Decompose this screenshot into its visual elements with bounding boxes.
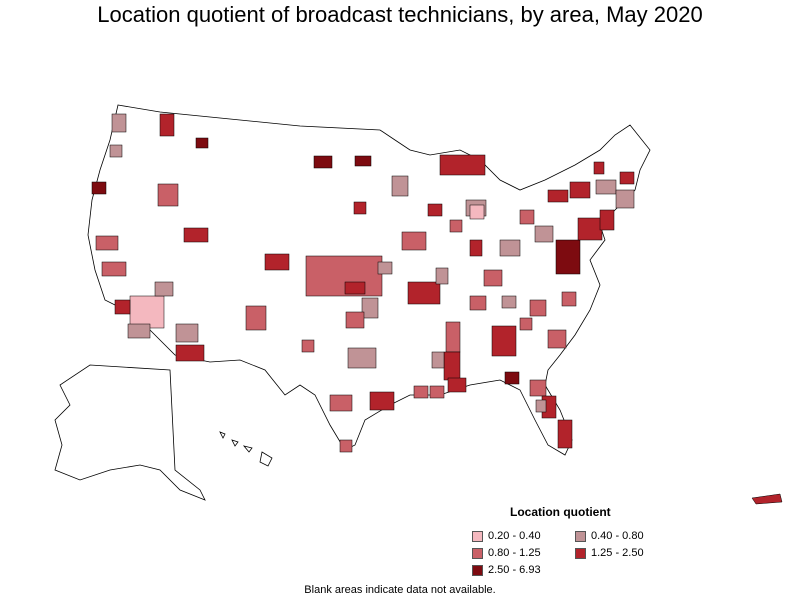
legend-swatch-5 [472, 564, 483, 576]
puerto-rico [751, 493, 783, 505]
legend-item-5: 2.50 - 6.93 [472, 564, 541, 576]
legend-label-1: 0.20 - 0.40 [488, 530, 541, 542]
legend-label-5: 2.50 - 6.93 [488, 564, 541, 576]
legend-swatch-1 [472, 530, 483, 542]
footnote: Blank areas indicate data not available. [304, 584, 496, 596]
legend-title: Location quotient [510, 505, 611, 519]
map-title: Location quotient of broadcast technicia… [97, 2, 703, 27]
legend-item-4: 1.25 - 2.50 [575, 547, 644, 559]
alaska-outline [54, 364, 206, 501]
legend-item-2: 0.40 - 0.80 [575, 530, 644, 542]
legend-item-3: 0.80 - 1.25 [472, 547, 541, 559]
legend-swatch-4 [575, 547, 586, 559]
legend-item-1: 0.20 - 0.40 [472, 530, 541, 542]
hawaii-islands [219, 431, 273, 467]
legend-swatch-3 [472, 547, 483, 559]
legend-label-3: 0.80 - 1.25 [488, 547, 541, 559]
legend-label-4: 1.25 - 2.50 [591, 547, 644, 559]
legend-swatch-2 [575, 530, 586, 542]
legend-label-2: 0.40 - 0.80 [591, 530, 644, 542]
